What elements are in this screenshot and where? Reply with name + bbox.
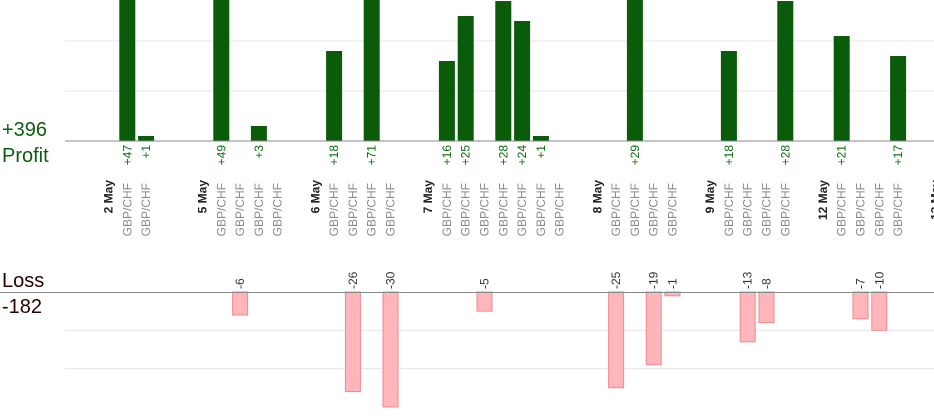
profit-bar [457,16,474,141]
loss-value-label: -5 [478,278,492,289]
pair-label: GBP/CHF [891,183,905,236]
pair-label: GBP/CHF [760,183,774,236]
loss-value-label: -1 [666,278,680,289]
pair-label: GBP/CHF [628,183,642,236]
profit-bar [720,51,737,141]
loss-value-label: -30 [384,271,398,289]
loss-label: Loss [2,270,45,292]
profit-value-label: +28 [496,145,510,166]
profit-value-label: +28 [778,145,792,166]
date-label: 9 May [703,180,717,214]
loss-bar [645,291,662,366]
trade-bars [119,0,907,408]
profit-value-label: +49 [214,145,228,166]
pair-label: GBP/CHF [252,183,266,236]
pair-label: GBP/CHF [365,183,379,236]
profit-value-label: +1 [534,145,548,159]
date-label: 5 May [196,180,210,214]
loss-bar [382,291,399,408]
loss-total: -182 [2,296,43,318]
date-label: 13 May [929,180,934,220]
profit-value-label: +18 [722,145,736,166]
profit-value-label: +71 [365,145,379,166]
pair-label: GBP/CHF [553,183,567,236]
loss-value-label: -26 [346,271,360,289]
loss-value-label: -19 [647,271,661,289]
profit-bar [138,136,155,141]
pair-label: GBP/CHF [120,183,134,236]
pair-label: GBP/CHF [647,183,661,236]
profit-value-label: +47 [120,145,134,166]
profit-value-label: +18 [327,145,341,166]
profit-value-label: +16 [440,145,454,166]
date-label: 2 May [102,180,116,214]
pair-label: GBP/CHF [609,183,623,236]
axes [0,140,934,293]
profit-value-label: +3 [252,145,266,159]
pair-label: GBP/CHF [478,183,492,236]
date-label: 12 May [816,180,830,220]
date-label: 6 May [308,180,322,214]
profit-bar [495,1,512,141]
profit-value-label: +25 [459,145,473,166]
pair-label: GBP/CHF [214,183,228,236]
pair-label: GBP/CHF [459,183,473,236]
loss-value-label: -25 [609,271,623,289]
pair-label: GBP/CHF [835,183,849,236]
date-label: 7 May [421,180,435,214]
profit-bar [250,126,267,141]
pair-label: GBP/CHF [534,183,548,236]
pair-label: GBP/CHF [496,183,510,236]
pair-label: GBP/CHF [854,183,868,236]
profit-bar [890,56,907,141]
profit-bar [777,1,794,141]
loss-bar [608,291,625,389]
pair-label: GBP/CHF [872,183,886,236]
loss-value-label: -13 [741,271,755,289]
pair-label: GBP/CHF [722,183,736,236]
profit-bar [626,0,643,141]
profit-value-label: +1 [139,145,153,159]
loss-bar [871,291,888,331]
pair-label: GBP/CHF [139,183,153,236]
loss-value-label: -6 [233,278,247,289]
profit-value-label: +17 [891,145,905,166]
profit-value-label: +24 [515,145,529,166]
loss-bar [476,291,493,312]
loss-bar [739,291,756,343]
pair-label: GBP/CHF [271,183,285,236]
profit-bar [363,0,380,141]
category-labels: 2 May GBP/CHF GBP/CHF 5 May GBP/CHF GBP/CHF GB… [102,180,934,237]
profit-value-label: +29 [628,145,642,166]
profit-bar [438,61,455,141]
pair-label: GBP/CHF [346,183,360,236]
loss-bar [758,291,775,324]
pair-label: GBP/CHF [233,183,247,236]
profit-total: +396 [2,119,48,141]
profit-bar [213,0,230,141]
loss-bar [232,291,249,316]
profit-bar [119,0,136,141]
profit-value-label: +21 [835,145,849,166]
profit-bar [833,36,850,141]
pair-label: GBP/CHF [741,183,755,236]
profit-label: Profit [2,145,49,167]
pair-label: GBP/CHF [384,183,398,236]
loss-bar [344,291,361,393]
pair-label: GBP/CHF [327,183,341,236]
bar-value-labels: +47 +1 +49 -6 +3 +18 -26 +71 -30 +16 +25 -5 +28 +24 +1… [120,145,905,289]
loss-bar [852,291,869,320]
loss-value-label: -8 [760,278,774,289]
profit-bar [532,136,549,141]
pair-label: GBP/CHF [778,183,792,236]
profit-bar [326,51,343,141]
pair-label: GBP/CHF [440,183,454,236]
loss-value-label: -10 [872,271,886,289]
date-label: 8 May [590,180,604,214]
profit-bar [514,21,531,141]
pair-label: GBP/CHF [515,183,529,236]
loss-value-label: -7 [854,278,868,289]
pair-label: GBP/CHF [666,183,680,236]
